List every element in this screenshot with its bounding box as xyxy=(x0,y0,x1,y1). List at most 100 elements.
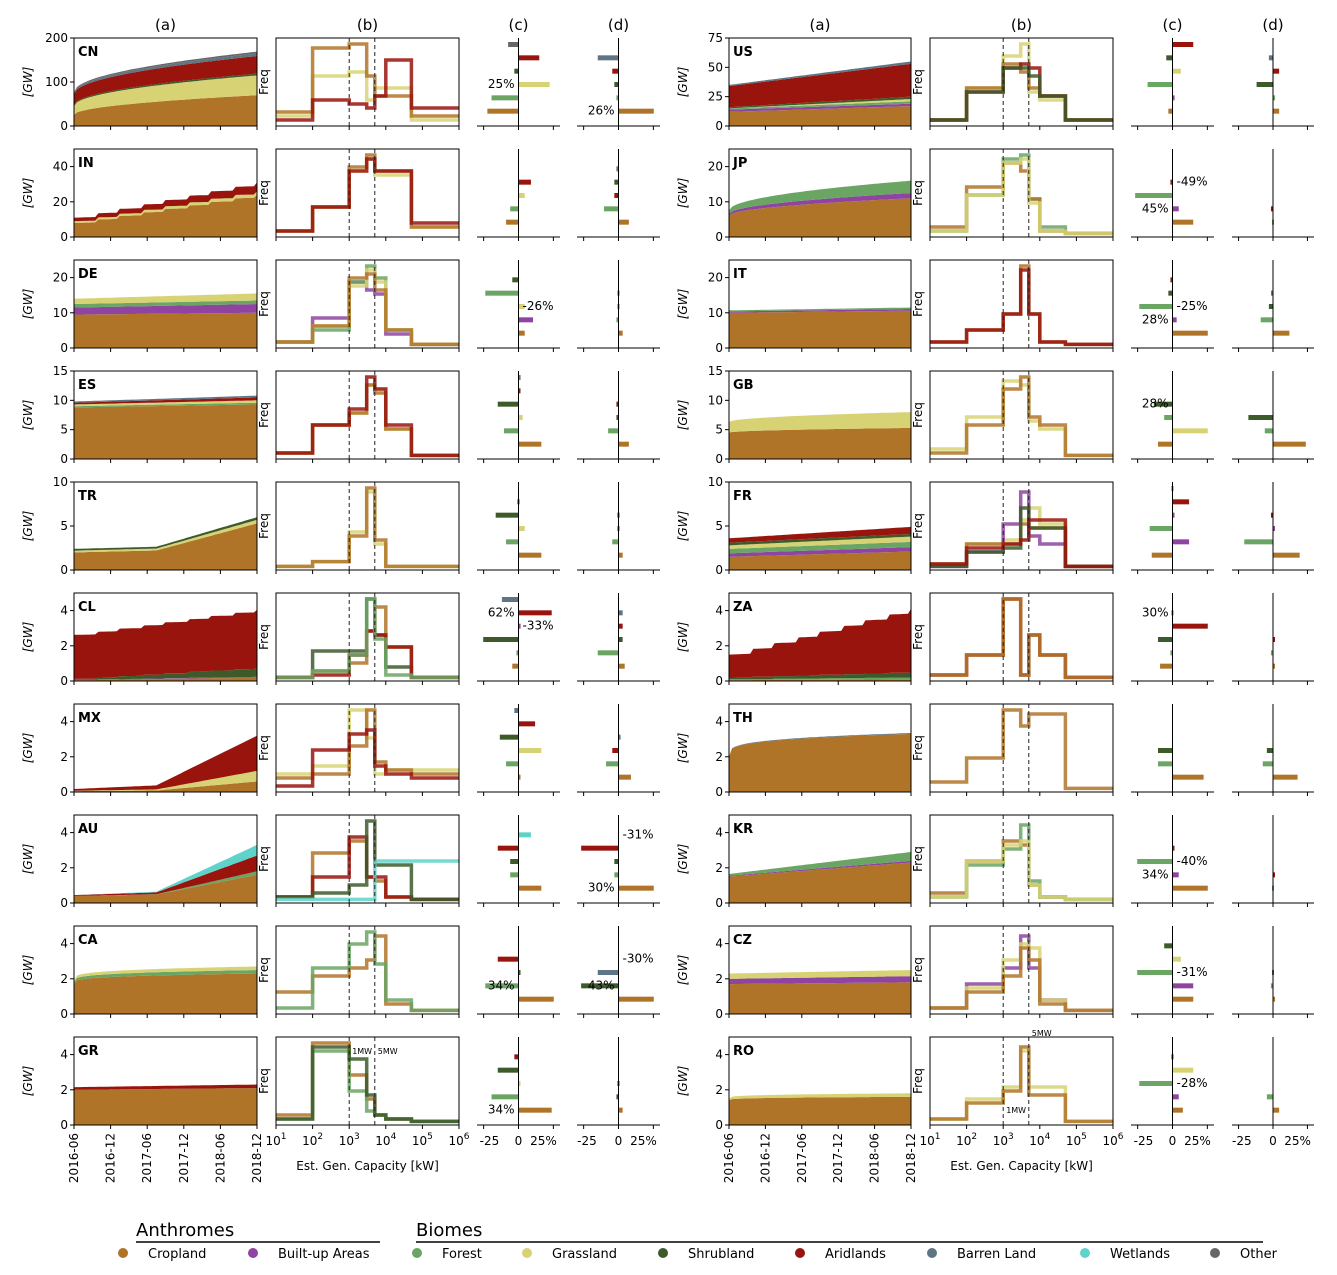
capacity-histogram-KR: Freq xyxy=(911,814,1114,907)
tick-exponent: 1 xyxy=(935,1132,941,1142)
change-bars-d-US xyxy=(1232,38,1314,130)
change-bar-forest xyxy=(491,1094,519,1100)
histogram-line-shrubland xyxy=(276,1045,459,1124)
y-axis-label-gw: [GW] xyxy=(676,399,690,430)
area-layer-grassland xyxy=(729,412,911,433)
y-axis-label-freq: Freq xyxy=(257,402,271,428)
change-bar-cropland xyxy=(1273,552,1300,558)
change-bar-aridlands xyxy=(514,1054,519,1060)
area-layer-shrubland xyxy=(729,533,911,546)
y-tick-label: 5 xyxy=(715,423,723,437)
y-axis-label-gw: [GW] xyxy=(676,843,690,874)
capacity-histogram-JP: Freq xyxy=(911,148,1114,241)
y-axis-label-gw: [GW] xyxy=(21,399,35,430)
change-bars-d-KR xyxy=(1232,815,1314,907)
change-bar-forest xyxy=(510,206,519,212)
change-bars-c-DE: -26% xyxy=(477,260,560,352)
axes-frame-b xyxy=(929,481,1114,571)
change-bars-c-CN: 25% xyxy=(477,38,560,130)
legend-label-grassland: Grassland xyxy=(552,1247,617,1262)
date-tick-label: 2017-06 xyxy=(140,1133,154,1183)
axes-frame-b xyxy=(929,925,1114,1015)
y-tick-label: 0 xyxy=(60,341,68,355)
capacity-histogram-DE: Freq xyxy=(257,259,460,352)
country-row-CN: CN 0 100 200 [GW] Freq 25% 26% xyxy=(21,31,660,133)
change-bar-wetlands xyxy=(518,832,531,838)
capacity-tick-label: 105 xyxy=(1066,1132,1087,1148)
y-axis-label-gw: [GW] xyxy=(21,1065,35,1096)
axes-frame-b xyxy=(275,1036,460,1126)
tick-base: 10 xyxy=(265,1134,280,1148)
capacity-histogram-MX: Freq xyxy=(257,703,460,796)
country-row-AU: AU 0 2 4 [GW] Freq -31% 30% xyxy=(21,814,660,910)
change-bar-cropland xyxy=(1273,108,1280,114)
area-layer-forest xyxy=(729,307,911,312)
change-percent-label: 34% xyxy=(488,978,515,992)
area-layer-grassland xyxy=(74,770,257,792)
y-tick-label: 4 xyxy=(715,715,723,729)
change-bar-forest xyxy=(485,983,519,989)
y-tick-label: 0 xyxy=(60,452,68,466)
y-tick-label: 20 xyxy=(53,271,68,285)
change-bar-barren xyxy=(597,55,619,61)
capacity-histogram-IN: Freq xyxy=(257,148,460,241)
area-layer-shrubland xyxy=(74,73,257,107)
y-axis-label-gw: [GW] xyxy=(21,621,35,652)
tick-exponent: 6 xyxy=(464,1132,470,1142)
change-bar-cropland xyxy=(618,219,629,225)
change-percent-label: 43% xyxy=(588,978,615,992)
y-tick-label: 2 xyxy=(715,750,723,764)
tick-base: 10 xyxy=(993,1134,1008,1148)
date-tick-label: 2017-06 xyxy=(795,1133,809,1183)
histogram-line-builtup xyxy=(276,280,459,347)
change-tick-label: 0 xyxy=(1169,1134,1177,1148)
country-code: CL xyxy=(78,600,96,615)
y-axis-label-gw: [GW] xyxy=(676,621,690,652)
capacity-area-chart-RO: RO 0 2 4 [GW] 2016-06 2016-12 2017-06 2017-12 201… xyxy=(676,1036,918,1183)
change-bar-forest xyxy=(1270,983,1273,989)
change-percent-label: 28% xyxy=(1142,397,1169,411)
histogram-line-cropland xyxy=(276,934,459,1013)
y-axis-label-gw: [GW] xyxy=(676,1065,690,1096)
legend-label-wetlands: Wetlands xyxy=(1110,1247,1170,1262)
area-layer-forest xyxy=(74,402,257,408)
area-layer-builtup xyxy=(729,193,911,216)
change-bar-builtup xyxy=(1172,1094,1179,1100)
axes-frame-a xyxy=(728,37,912,127)
y-tick-label: 0 xyxy=(715,119,723,133)
capacity-area-chart-FR: FR 0 5 10 [GW] xyxy=(676,475,912,577)
change-percent-label: -31% xyxy=(623,827,654,841)
change-bar-cropland xyxy=(506,219,519,225)
change-bar-cropland xyxy=(1273,330,1290,336)
change-bars-c-CZ: -31% xyxy=(1131,926,1214,1018)
capacity-area-chart-CZ: CZ 0 2 4 [GW] xyxy=(676,925,912,1021)
axes-frame-a xyxy=(73,1036,258,1126)
change-bar-forest xyxy=(616,95,619,101)
change-percent-label: -26% xyxy=(523,299,554,313)
change-bar-aridlands xyxy=(1172,499,1190,505)
y-tick-label: 0 xyxy=(715,452,723,466)
y-tick-label: 10 xyxy=(53,306,68,320)
y-axis-label-gw: [GW] xyxy=(21,66,35,97)
country-row-JP: JP 0 10 20 [GW] Freq -49% 45% xyxy=(676,148,1314,244)
y-tick-label: 20 xyxy=(708,160,723,174)
change-bar-forest xyxy=(1266,1094,1273,1100)
area-layer-forest xyxy=(729,677,911,681)
y-tick-label: 0 xyxy=(715,1007,723,1021)
axes-frame-b xyxy=(275,148,460,238)
y-axis-label-gw: [GW] xyxy=(21,510,35,541)
change-tick-label: 0 xyxy=(515,1134,523,1148)
change-bar-cropland xyxy=(1157,441,1173,447)
area-layer-builtup xyxy=(729,103,911,112)
capacity-area-chart-IT: IT 0 10 20 [GW] xyxy=(676,259,912,355)
capacity-area-chart-IN: IN 0 20 40 [GW] xyxy=(21,148,258,244)
change-bar-forest xyxy=(1262,761,1273,767)
change-bar-cropland xyxy=(518,552,542,558)
change-bar-forest xyxy=(516,650,519,656)
area-layer-forest xyxy=(74,970,257,985)
change-bar-shrubland xyxy=(614,179,619,185)
tick-base: 10 xyxy=(375,1134,390,1148)
change-bar-forest xyxy=(1149,526,1173,531)
column-header-d-1: (d) xyxy=(1262,16,1283,34)
